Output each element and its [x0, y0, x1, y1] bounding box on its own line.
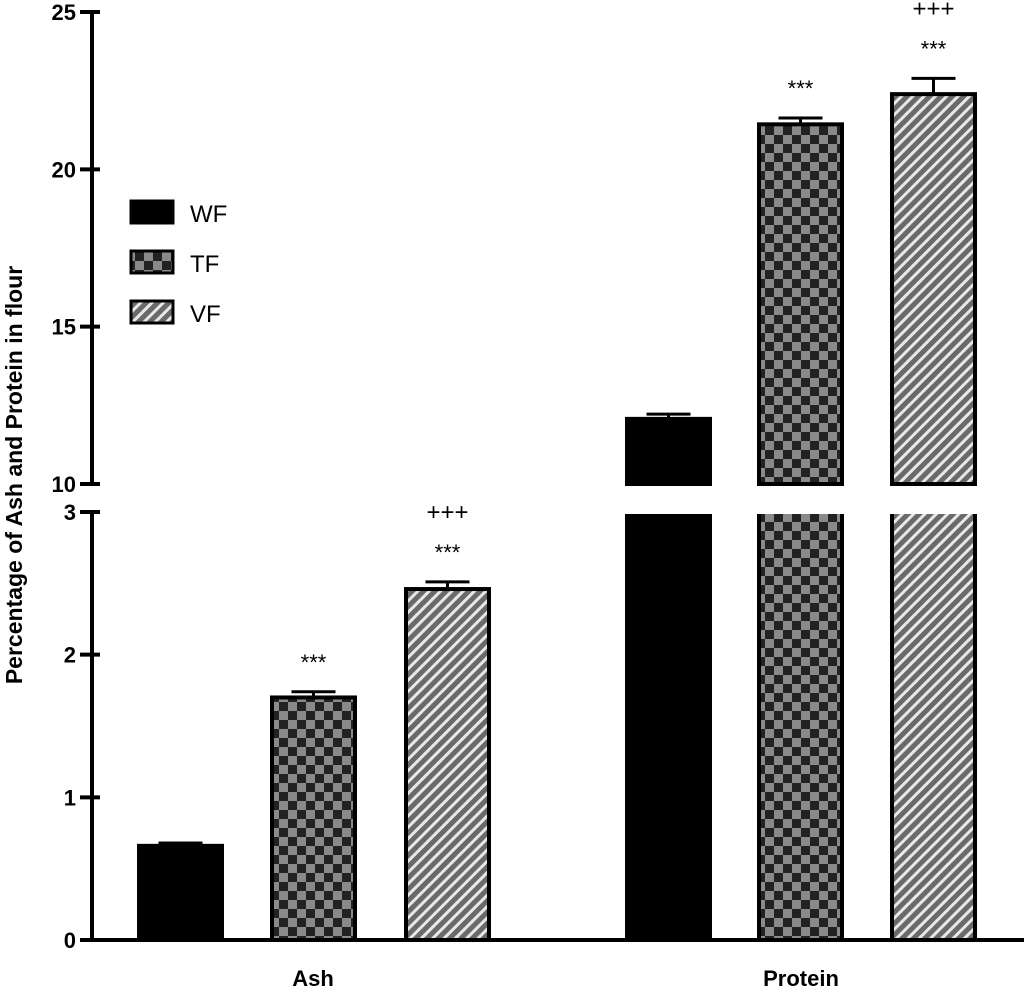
- y-tick-label: 0: [64, 928, 76, 953]
- y-tick-label: 3: [64, 500, 76, 525]
- bar-TF-Protein-upper: [757, 122, 844, 486]
- significance-label-plus: +++: [912, 0, 954, 22]
- y-tick-label: 10: [52, 472, 76, 497]
- bar-WF-Ash: [137, 843, 224, 943]
- y-tick-label: 2: [64, 643, 76, 668]
- significance-label: ***: [301, 650, 327, 675]
- significance-label: ***: [788, 76, 814, 101]
- bar-WF-Protein-upper: [625, 416, 712, 487]
- legend-swatch-WF: [129, 199, 175, 225]
- legend-swatch-VF: [129, 299, 175, 325]
- significance-label-plus: +++: [426, 499, 468, 526]
- bar-VF-Protein-upper: [890, 92, 977, 487]
- bar-TF-Ash: [270, 695, 357, 943]
- y-tick-label: 15: [52, 315, 76, 340]
- y-axis-label: Percentage of Ash and Protein in flour: [1, 266, 27, 684]
- legend-swatch-TF: [129, 249, 175, 275]
- bar-TF-Protein-lower: [757, 510, 844, 942]
- x-tick-label-ash: Ash: [292, 966, 334, 990]
- bar-VF-Ash: [404, 587, 491, 942]
- x-tick-label-protein: Protein: [763, 966, 839, 990]
- y-tick-label: 20: [52, 157, 76, 182]
- bar-WF-Protein-lower: [625, 510, 712, 942]
- legend-label-TF: TF: [190, 251, 219, 278]
- axes: 0 1 2 3 10 15 20 25: [52, 0, 1024, 953]
- y-tick-label: 1: [64, 785, 76, 810]
- y-tick-label: 25: [52, 0, 76, 25]
- legend: WF TF VF: [129, 199, 227, 328]
- significance-label: ***: [921, 36, 947, 61]
- bar-VF-Protein-lower: [890, 510, 977, 942]
- bars: *** *** *** +++ *** +++: [137, 0, 977, 943]
- legend-label-VF: VF: [190, 301, 221, 328]
- legend-label-WF: WF: [190, 201, 227, 228]
- significance-label: ***: [435, 540, 461, 565]
